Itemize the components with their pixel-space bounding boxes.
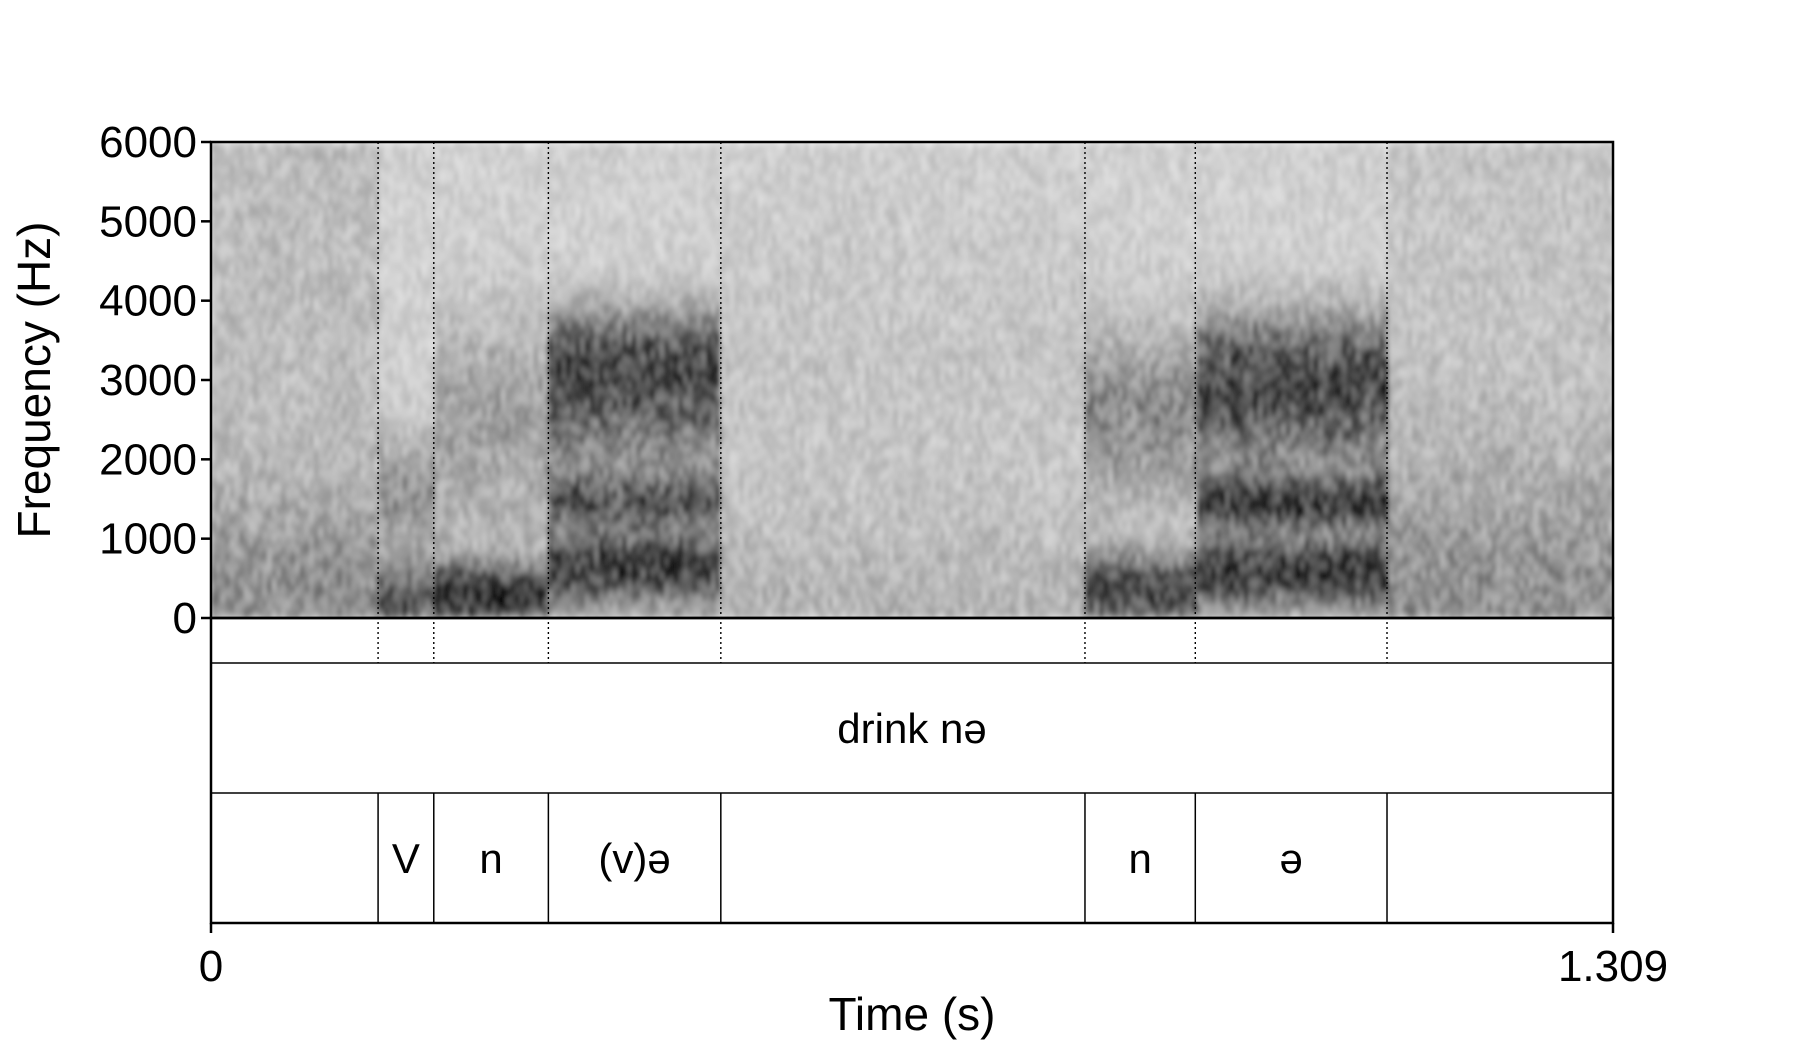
- segment-label: n: [479, 835, 502, 882]
- segment-label: ə: [1279, 835, 1302, 882]
- segment-label: V: [392, 835, 420, 882]
- spectrogram-image: [211, 142, 1614, 619]
- segment-label: (v)ə: [598, 835, 670, 882]
- y-tick-label: 1000: [99, 515, 197, 564]
- y-tick-label: 2000: [99, 435, 197, 484]
- x-tick-label: 0: [199, 942, 223, 991]
- segment-label: n: [1128, 835, 1151, 882]
- y-tick-label: 4000: [99, 277, 197, 326]
- y-tick-label: 5000: [99, 197, 197, 246]
- y-axis-label: Frequency (Hz): [8, 222, 60, 539]
- spectrogram-cells: [211, 142, 1614, 619]
- y-tick-label: 0: [173, 594, 197, 643]
- x-tick-label: 1.309: [1558, 942, 1668, 991]
- y-tick-label: 6000: [99, 118, 197, 167]
- word-tier-label: drink nə: [837, 705, 986, 752]
- y-tick-label: 3000: [99, 356, 197, 405]
- x-axis-label: Time (s): [829, 988, 996, 1040]
